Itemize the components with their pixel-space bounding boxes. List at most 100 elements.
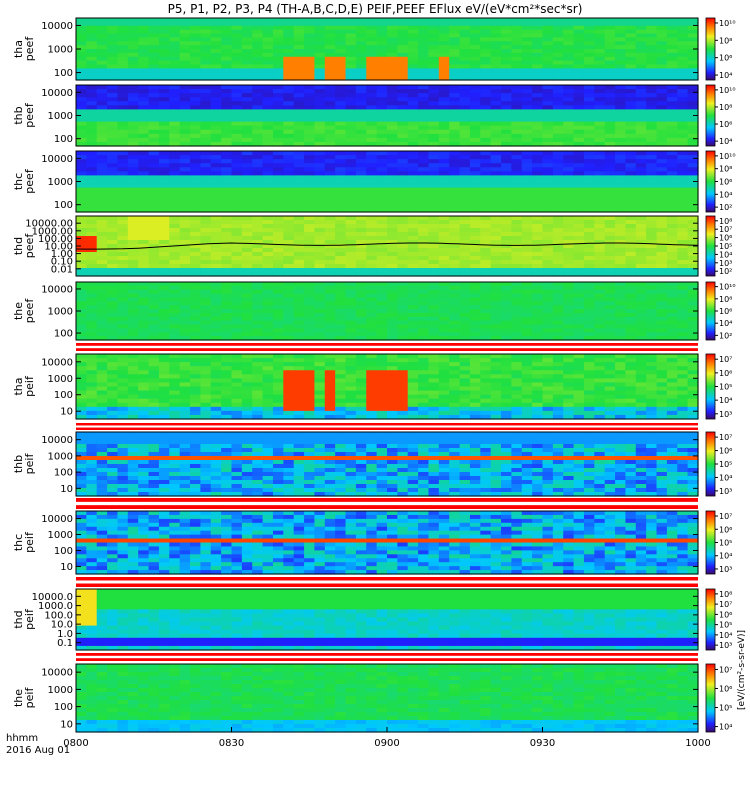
y-tick-label: 100 — [54, 329, 73, 340]
colorbar-tick-label: 10³ — [719, 487, 732, 496]
y-tick-label: 100 — [54, 546, 73, 557]
colorbar-tick-label: 10⁶ — [719, 307, 732, 316]
colorbar-tick-label: 10² — [719, 203, 732, 212]
x-tick-label: 0830 — [219, 738, 244, 749]
colorbar-tick-label: 10⁶ — [719, 178, 732, 187]
y-axis-label: thb — [12, 455, 25, 473]
y-axis-label: thc — [12, 173, 25, 190]
y-tick-label: 1000 — [48, 307, 73, 318]
colorbar-tick-label: 10⁸ — [719, 103, 732, 112]
y-tick-label: 10000.00 — [25, 219, 73, 230]
colorbar-tick-label: 10¹⁰ — [719, 19, 736, 28]
colorbar-tick-label: 10³ — [719, 410, 732, 419]
colorbar-tick-label: 10⁶ — [719, 369, 732, 378]
colorbar — [705, 17, 716, 81]
y-tick-label: 10000 — [41, 668, 73, 679]
y-axis-label: peef — [23, 36, 36, 62]
panel-thd-peif: 10000.01000.0100.010.01.00.1thdpeif10⁸10… — [12, 588, 732, 651]
colorbar-tick-label: 10⁴ — [719, 552, 732, 561]
colorbar — [705, 150, 716, 213]
y-tick-label: 1000 — [48, 111, 73, 122]
y-tick-label: 10000 — [41, 21, 73, 32]
colorbar — [705, 663, 716, 733]
x-tick-label: 1000 — [685, 738, 710, 749]
colorbar-tick-label: 10⁸ — [719, 36, 732, 45]
colorbar-tick-label: 10⁷ — [719, 600, 732, 609]
colorbar-tick-label: 10⁶ — [719, 610, 732, 619]
colorbar-tick-label: 10⁸ — [719, 165, 732, 174]
colorbar-tick-label: 10⁷ — [719, 433, 732, 442]
y-axis-label: peef — [23, 233, 36, 259]
y-axis-label: tha — [12, 377, 25, 395]
potential-line — [75, 242, 699, 250]
y-axis-label: thc — [12, 534, 25, 551]
y-tick-label: 100 — [54, 68, 73, 79]
y-tick-label: 1000 — [48, 177, 73, 188]
y-tick-label: 100 — [54, 702, 73, 713]
colorbar — [705, 84, 716, 147]
y-axis-label: thd — [12, 610, 25, 628]
y-tick-label: 1000 — [48, 685, 73, 696]
colorbar-tick-label: 10⁶ — [719, 684, 732, 693]
colorbar-tick-label: 10¹⁰ — [719, 283, 736, 292]
colorbar-tick-label: 10⁴ — [719, 71, 732, 80]
y-axis-label: peif — [23, 453, 36, 475]
x-axis-label: hhmm — [6, 733, 38, 744]
x-tick-label: 0930 — [530, 738, 555, 749]
figure-title: P5, P1, P2, P3, P4 (TH-A,B,C,D,E) PEIF,P… — [168, 2, 583, 16]
y-axis-label: peif — [23, 375, 36, 397]
y-axis-label: tha — [12, 40, 25, 58]
colorbar-tick-label: 10⁵ — [719, 460, 732, 469]
y-tick-label: 10 — [60, 407, 73, 418]
y-tick-label: 10000 — [41, 435, 73, 446]
colorbar-tick-label: 10⁴ — [719, 250, 732, 259]
y-tick-label: 100.0 — [44, 610, 73, 621]
colorbar-tick-label: 10⁵ — [719, 383, 732, 392]
y-tick-label: 10 — [60, 484, 73, 495]
x-axis-date: 2016 Aug 01 — [6, 745, 70, 756]
colorbar-tick-label: 10⁷ — [719, 512, 732, 521]
colorbar-tick-label: 10⁴ — [719, 190, 732, 199]
y-axis-label: the — [12, 302, 25, 320]
y-axis-label: thb — [12, 106, 25, 124]
y-tick-label: 1000 — [48, 374, 73, 385]
y-tick-label: 100 — [54, 200, 73, 211]
colorbar-tick-label: 10⁵ — [719, 704, 732, 713]
colorbar-tick-label: 10⁴ — [719, 396, 732, 405]
y-tick-label: 100 — [54, 390, 73, 401]
colorbar — [705, 215, 716, 277]
y-tick-label: 10000 — [41, 357, 73, 368]
y-tick-label: 1.00 — [51, 249, 73, 260]
colorbar-tick-label: 10¹⁰ — [719, 152, 736, 161]
y-tick-label: 1000 — [48, 451, 73, 462]
y-tick-label: 10 — [60, 562, 73, 573]
colorbar-tick-label: 10⁴ — [719, 319, 732, 328]
colorbar-tick-label: 10¹⁰ — [719, 86, 736, 95]
y-axis-label: peef — [23, 298, 36, 324]
y-tick-label: 10000.0 — [32, 592, 73, 603]
colorbar — [705, 510, 716, 575]
y-tick-label: 1.0 — [57, 629, 73, 640]
y-tick-label: 10000 — [41, 154, 73, 165]
units-label: [eV/(cm²-s-sr-eV)] — [737, 630, 747, 710]
y-axis-label: peef — [23, 102, 36, 128]
y-tick-label: 10000 — [41, 88, 73, 99]
colorbar-tick-label: 10³ — [719, 565, 732, 574]
colorbar-tick-label: 10⁵ — [719, 242, 732, 251]
colorbar-tick-label: 10⁸ — [719, 590, 732, 599]
y-axis-label: the — [12, 689, 25, 707]
y-tick-label: 10.0 — [51, 620, 73, 631]
x-tick-label: 0900 — [374, 738, 399, 749]
y-axis-label: thd — [12, 237, 25, 255]
colorbar-tick-label: 10⁸ — [719, 295, 732, 304]
colorbar — [705, 353, 716, 420]
y-tick-label: 100 — [54, 134, 73, 145]
y-tick-label: 10.00 — [44, 242, 73, 253]
colorbar-tick-label: 10³ — [719, 259, 732, 268]
y-tick-label: 100.00 — [38, 234, 73, 245]
